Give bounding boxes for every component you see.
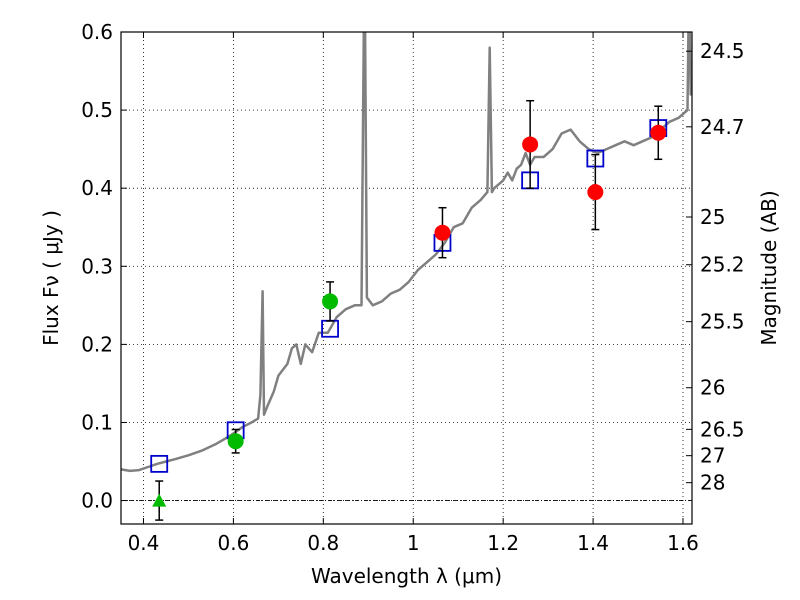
y2-tick-label: 28 (700, 471, 725, 495)
y-tick-label: 0.6 (81, 20, 113, 44)
model-square-marker (150, 454, 169, 473)
x-tick-label: 1 (407, 531, 420, 555)
y2-tick-label: 25.2 (700, 253, 745, 277)
y-tick-label: 0.2 (81, 332, 113, 356)
x-tick-label: 1.2 (487, 531, 519, 555)
y-tick-label: 0.4 (81, 176, 113, 200)
observed-circle-marker (650, 124, 667, 141)
y-tick-label: 0.3 (81, 254, 113, 278)
observed-circle-marker (522, 136, 539, 153)
y2-tick-label: 24.5 (700, 39, 745, 63)
y2-tick-label: 25.5 (700, 310, 745, 334)
y2-tick-label: 27 (700, 444, 725, 468)
x-tick-label: 1.4 (577, 531, 609, 555)
x-tick-label: 0.8 (307, 531, 339, 555)
y2-axis-label: Magnitude (AB) (757, 190, 781, 345)
spectrum-line (121, 32, 692, 473)
observed-circle-marker (434, 224, 451, 241)
y2-tick-label: 26.5 (700, 417, 745, 441)
x-tick-label: 1.6 (667, 531, 699, 555)
y-tick-label: 0.1 (81, 410, 113, 434)
observed-circle-marker (587, 184, 604, 201)
y-axis-label: Flux Fν ( μJy ) (39, 210, 63, 346)
upper-limit-triangle (152, 493, 167, 507)
x-tick-label: 0.4 (128, 531, 160, 555)
y-tick-label: 0.0 (81, 489, 113, 513)
grid-lines (121, 31, 692, 524)
ticks-layer: 0.4 0.6 0.8 1 1.2 1.4 1.6 0.0 0.1 0.2 0.3 0.4 0.5 0.6… (81, 20, 744, 555)
plot-frame (120, 31, 693, 525)
y2-tick-label: 25 (700, 205, 725, 229)
y2-tick-label: 24.7 (700, 115, 745, 139)
x-tick-label: 0.6 (217, 531, 249, 555)
spectrum-layer (121, 32, 692, 473)
y-tick-label: 0.5 (81, 98, 113, 122)
observed-circle-marker (227, 433, 244, 450)
observed-circle-marker (322, 293, 339, 310)
points-layer (150, 99, 668, 521)
x-axis-label: Wavelength λ (μm) (311, 564, 502, 588)
y2-tick-label: 26 (700, 376, 725, 400)
